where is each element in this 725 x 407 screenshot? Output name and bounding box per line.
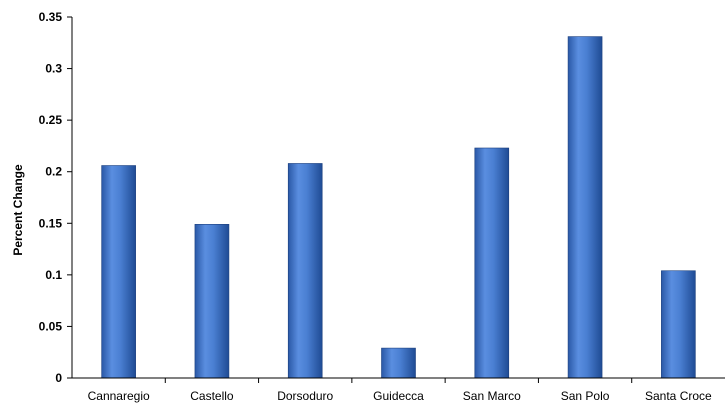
- y-tick-labels: 0 0.05 0.1 0.15 0.2 0.25 0.3 0.35: [39, 10, 72, 385]
- y-tick-label: 0.15: [39, 216, 63, 230]
- bars: [101, 36, 696, 379]
- x-tick-label: Santa Croce: [645, 389, 712, 403]
- bar: [101, 165, 136, 379]
- y-tick-label: 0.1: [45, 268, 62, 282]
- bar: [194, 224, 230, 379]
- y-tick-label: 0.35: [39, 10, 63, 24]
- x-tick-label: Castello: [190, 389, 234, 403]
- y-axis-title-group: Percent Change: [11, 164, 25, 256]
- x-tick-label: Cannaregio: [88, 389, 150, 403]
- bar: [381, 347, 416, 379]
- bar: [474, 147, 510, 379]
- bar: [567, 36, 603, 379]
- y-tick-label: 0.3: [45, 62, 62, 76]
- x-tick-labels: Cannaregio Castello Dorsoduro Guidecca San M…: [88, 378, 712, 403]
- y-tick-label: 0.05: [39, 319, 63, 333]
- x-tick-label: San Marco: [463, 389, 521, 403]
- y-axis-title: Percent Change: [11, 164, 25, 256]
- bar: [661, 270, 696, 379]
- y-tick-label: 0.2: [45, 165, 62, 179]
- y-tick-label: 0: [55, 371, 62, 385]
- bar: [287, 163, 323, 379]
- y-tick-label: 0.25: [39, 113, 63, 127]
- x-tick-label: Guidecca: [373, 389, 424, 403]
- x-tick-label: San Polo: [561, 389, 610, 403]
- x-tick-label: Dorsoduro: [277, 389, 333, 403]
